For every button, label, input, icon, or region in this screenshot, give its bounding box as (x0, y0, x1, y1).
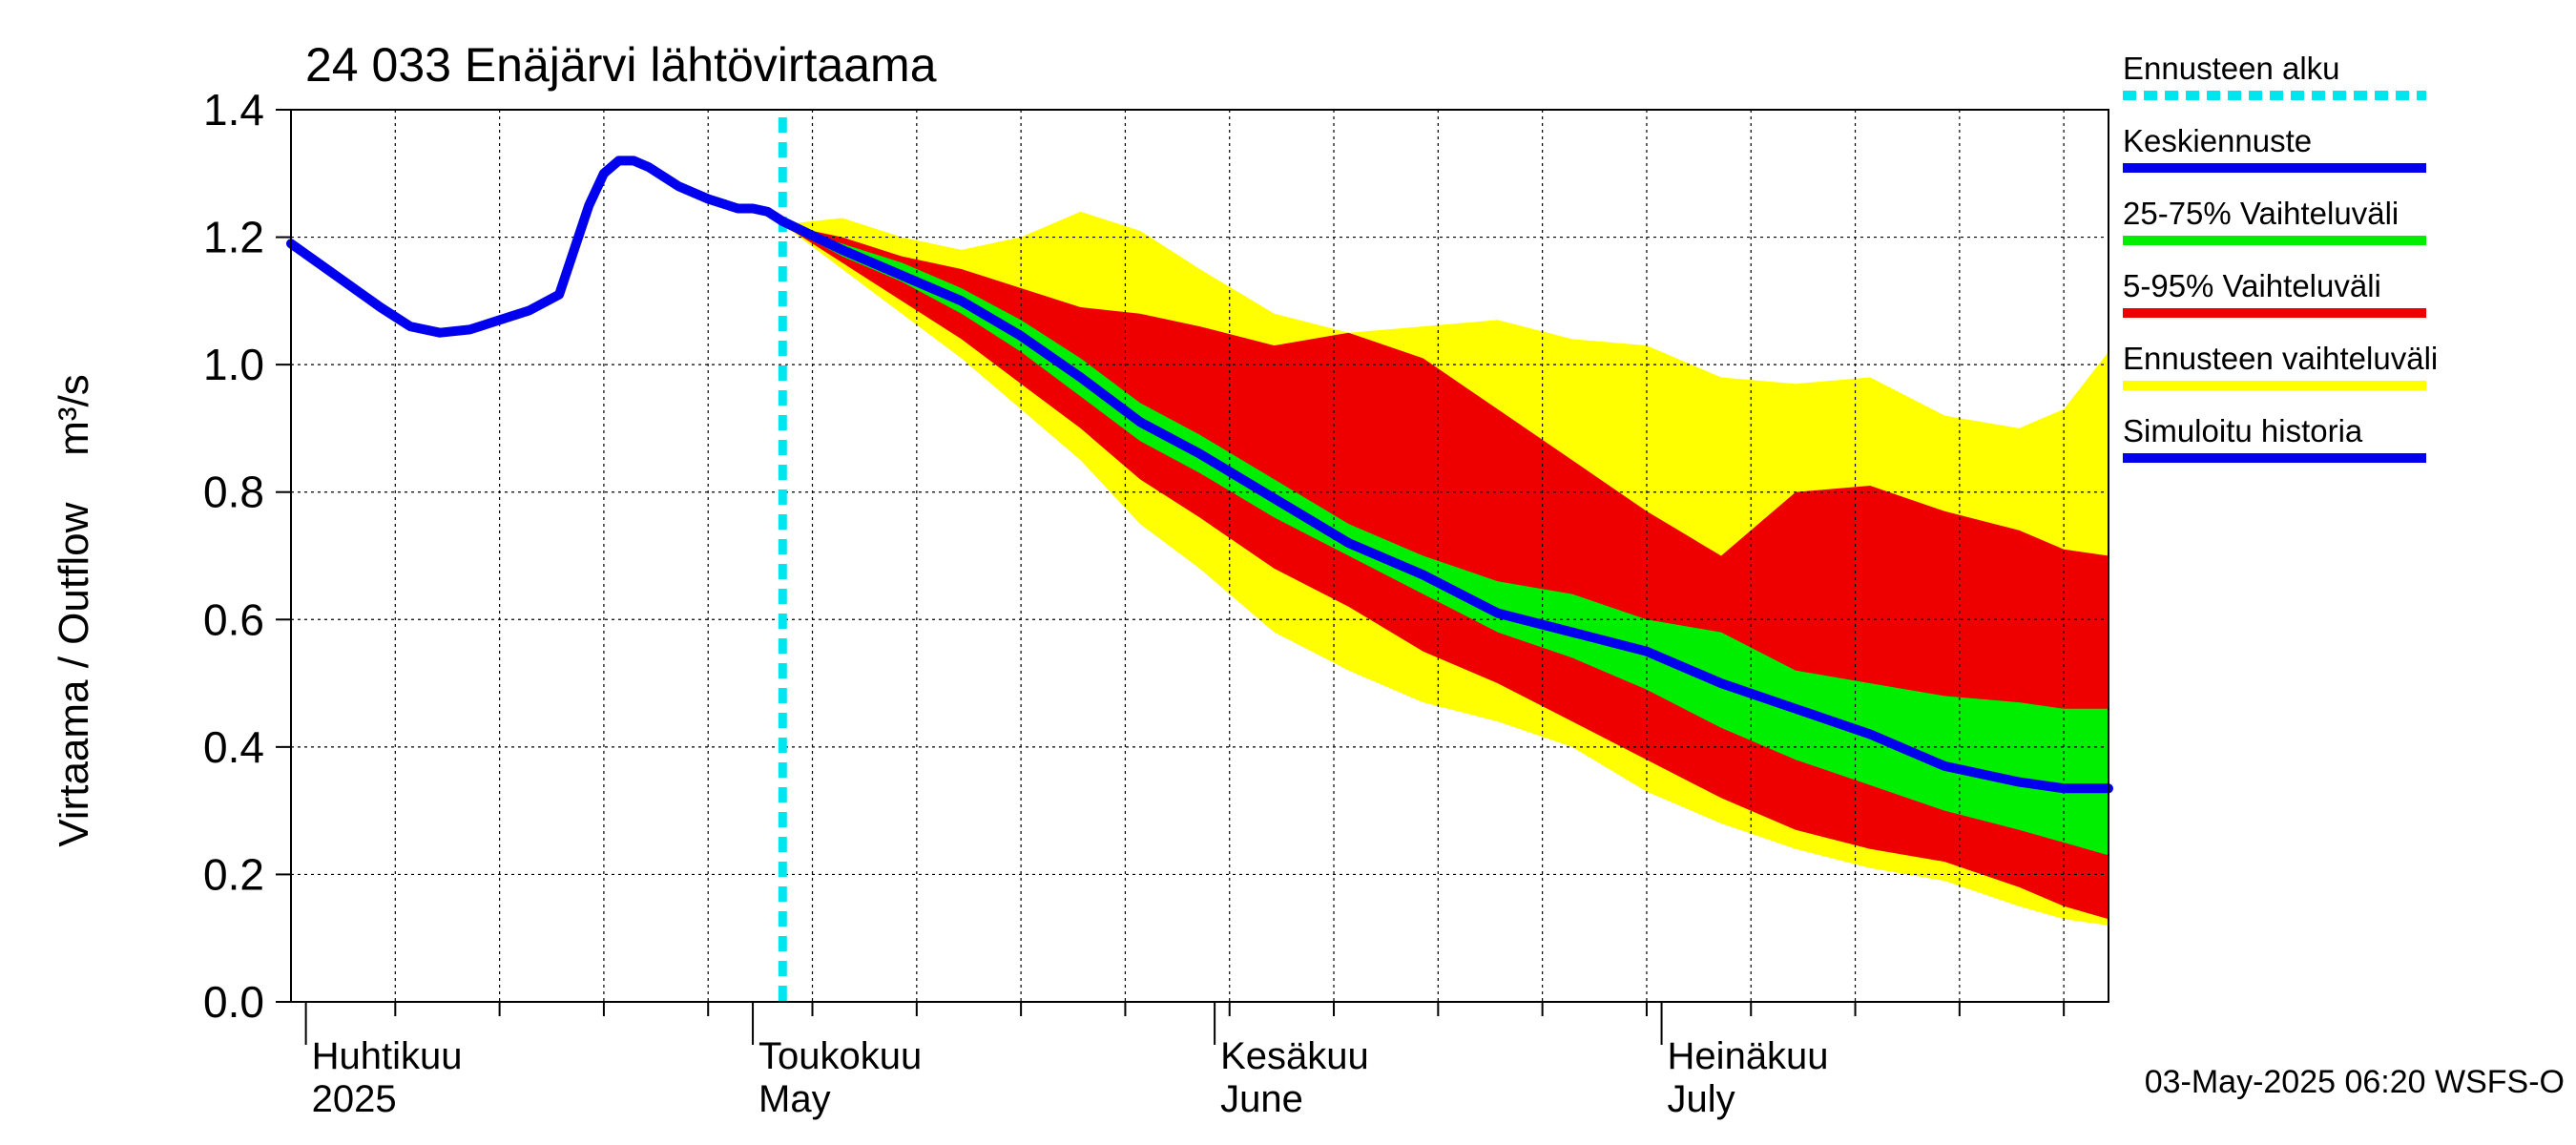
month-label-en-2: June (1220, 1078, 1303, 1120)
y-tick-label-2: 0.4 (203, 722, 264, 772)
y-tick-label-7: 1.4 (203, 85, 264, 135)
chart-title: 24 033 Enäjärvi lähtövirtaama (305, 38, 937, 92)
legend-label-1: Keskiennuste (2123, 123, 2312, 158)
month-label-fi-3: Heinäkuu (1668, 1035, 1829, 1077)
y-tick-label-1: 0.2 (203, 849, 264, 899)
y-tick-label-3: 0.6 (203, 594, 264, 644)
legend-label-4: Ennusteen vaihteluväli (2123, 341, 2438, 376)
month-label-en-0: 2025 (312, 1078, 397, 1120)
month-label-fi-1: Toukokuu (758, 1035, 922, 1077)
timestamp-footer: 03-May-2025 06:20 WSFS-O (2145, 1064, 2565, 1100)
y-tick-label-6: 1.2 (203, 213, 264, 262)
grid-lines (291, 110, 2109, 1002)
y-axis-label: Virtaama / Outflow m³/s (51, 374, 97, 847)
legend-label-3: 5-95% Vaihteluväli (2123, 268, 2381, 303)
forecast-bands (782, 211, 2109, 926)
simulated-history-line (286, 156, 788, 338)
month-label-en-3: July (1668, 1078, 1735, 1120)
legend-label-5: Simuloitu historia (2123, 413, 2363, 448)
y-tick-label-5: 1.0 (203, 340, 264, 389)
month-label-fi-2: Kesäkuu (1220, 1035, 1369, 1077)
month-label-fi-0: Huhtikuu (312, 1035, 463, 1077)
y-tick-label-4: 0.8 (203, 468, 264, 517)
flow-lines (286, 117, 2113, 1002)
legend: Ennusteen alku Keskiennuste 25-75% Vaihtel… (2123, 51, 2438, 463)
median-forecast-line (778, 216, 2113, 794)
legend-label-2: 25-75% Vaihteluväli (2123, 196, 2399, 231)
y-tick-label-0: 0.0 (203, 977, 264, 1027)
month-label-en-1: May (758, 1078, 831, 1120)
plot-frame (290, 109, 2109, 1003)
legend-label-0: Ennusteen alku (2123, 51, 2340, 86)
